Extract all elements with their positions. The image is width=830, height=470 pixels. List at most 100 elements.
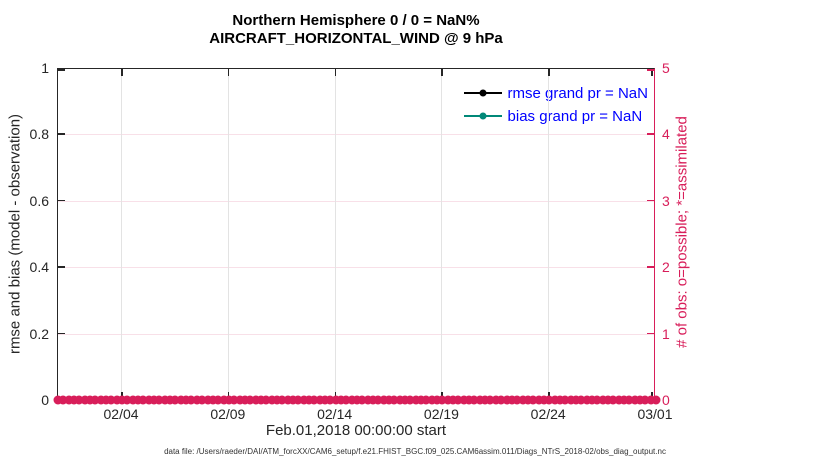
obs-count-marker — [128, 395, 138, 405]
obs-count-marker — [240, 395, 250, 405]
obs-count-marker — [352, 395, 362, 405]
y-tick-right — [647, 69, 654, 71]
obs-count-marker — [144, 395, 154, 405]
obs-count-marker — [405, 395, 415, 405]
x-tick-label: 03/01 — [637, 406, 673, 422]
obs-count-marker — [288, 395, 298, 405]
obs-count-marker — [485, 395, 495, 405]
y-tick-right — [647, 266, 654, 268]
x-tick-top — [651, 69, 653, 76]
data-file-path: data file: /Users/raeder/DAI/ATM_forcXX/… — [164, 447, 666, 456]
obs-count-marker — [448, 395, 458, 405]
obs-count-marker — [608, 395, 618, 405]
obs-count-marker — [560, 395, 570, 405]
y-tick-left — [58, 332, 65, 335]
obs-count-marker — [459, 395, 469, 405]
legend-item: bias grand pr = NaN — [463, 106, 642, 126]
obs-count-marker — [651, 395, 661, 405]
obs-count-marker — [432, 395, 442, 405]
obs-count-marker — [534, 395, 544, 405]
obs-count-marker — [587, 395, 597, 405]
obs-count-marker — [208, 395, 218, 405]
obs-count-marker — [315, 395, 325, 405]
obs-count-marker — [154, 395, 164, 405]
y-axis-label-right: # of obs: o=possible; *=assimilated — [673, 116, 691, 348]
obs-count-marker — [411, 395, 421, 405]
obs-count-marker — [117, 395, 127, 405]
obs-count-marker — [389, 395, 399, 405]
obs-count-marker — [598, 395, 608, 405]
gridline-vertical — [227, 69, 229, 399]
obs-count-marker — [293, 395, 303, 405]
obs-count-marker — [283, 395, 293, 405]
obs-count-marker — [213, 395, 223, 405]
obs-count-marker — [341, 395, 351, 405]
obs-count-marker — [64, 395, 74, 405]
obs-count-marker — [491, 395, 501, 405]
y-tick-right — [647, 133, 654, 135]
legend-dot-icon — [479, 89, 487, 97]
plot-area: rmse grand pr = NaN bias grand pr = NaN — [53, 68, 661, 405]
obs-count-marker — [272, 395, 282, 405]
x-tick-top — [334, 69, 337, 76]
y-tick-label-left: 0.2 — [29, 325, 49, 342]
legend-item: rmse grand pr = NaN — [463, 83, 648, 103]
obs-count-marker — [496, 395, 506, 405]
obs-count-marker — [74, 395, 84, 405]
y-axis-label-left: rmse and bias (model - observation) — [6, 113, 24, 355]
obs-count-marker — [550, 395, 560, 405]
gridline-vertical — [334, 69, 336, 399]
obs-count-marker — [464, 395, 474, 405]
obs-count-marker — [336, 395, 346, 405]
x-tick-label: 02/19 — [423, 406, 459, 422]
y-tick-left — [58, 199, 65, 202]
obs-count-marker — [299, 395, 309, 405]
x-tick-top — [441, 69, 443, 76]
y-tick-label-left: 1 — [41, 60, 49, 76]
obs-count-marker — [400, 395, 410, 405]
obs-count-marker — [469, 395, 479, 405]
obs-count-marker — [80, 395, 90, 405]
legend-label: rmse grand pr = NaN — [507, 84, 648, 102]
x-tick-label: 02/04 — [103, 406, 139, 422]
obs-count-marker — [384, 395, 394, 405]
obs-count-marker — [427, 395, 437, 405]
y-tick-left — [58, 266, 65, 268]
y-tick-label-right: 5 — [662, 60, 670, 76]
obs-count-marker — [635, 395, 645, 405]
gridline-vertical — [441, 69, 443, 399]
obs-count-marker — [267, 395, 277, 405]
plot-title: Northern Hemisphere 0 / 0 = NaN% AIRCRAF… — [57, 12, 655, 48]
obs-count-marker — [437, 395, 447, 405]
obs-count-marker — [320, 395, 330, 405]
y-tick-label-right: 3 — [662, 192, 670, 209]
x-tick-top — [227, 69, 230, 76]
y-tick-right — [647, 199, 654, 202]
obs-count-marker — [256, 395, 266, 405]
obs-count-marker — [395, 395, 405, 405]
plot-title-line2: AIRCRAFT_HORIZONTAL_WIND @ 9 hPa — [209, 30, 503, 47]
obs-count-marker — [475, 395, 485, 405]
obs-count-marker — [106, 395, 116, 405]
obs-count-marker — [170, 395, 180, 405]
obs-count-marker — [58, 395, 68, 405]
legend-marker-line — [463, 109, 502, 123]
legend-dot-icon — [479, 112, 487, 120]
obs-count-marker — [507, 395, 517, 405]
obs-count-marker — [112, 395, 122, 405]
obs-count-marker — [229, 395, 239, 405]
obs-count-marker — [373, 395, 383, 405]
obs-count-marker — [325, 395, 335, 405]
obs-count-marker — [646, 395, 656, 405]
obs-count-marker — [133, 395, 143, 405]
y-tick-label-right: 1 — [662, 325, 670, 342]
y-tick-label-left: 0.4 — [29, 259, 49, 276]
obs-count-marker — [219, 395, 229, 405]
obs-count-marker — [277, 395, 287, 405]
obs-count-marker — [416, 395, 426, 405]
obs-count-marker — [304, 395, 314, 405]
obs-count-marker — [523, 395, 533, 405]
obs-count-marker — [96, 395, 106, 405]
obs-count-marker — [357, 395, 367, 405]
plot-title-line1: Northern Hemisphere 0 / 0 = NaN% — [232, 12, 480, 29]
